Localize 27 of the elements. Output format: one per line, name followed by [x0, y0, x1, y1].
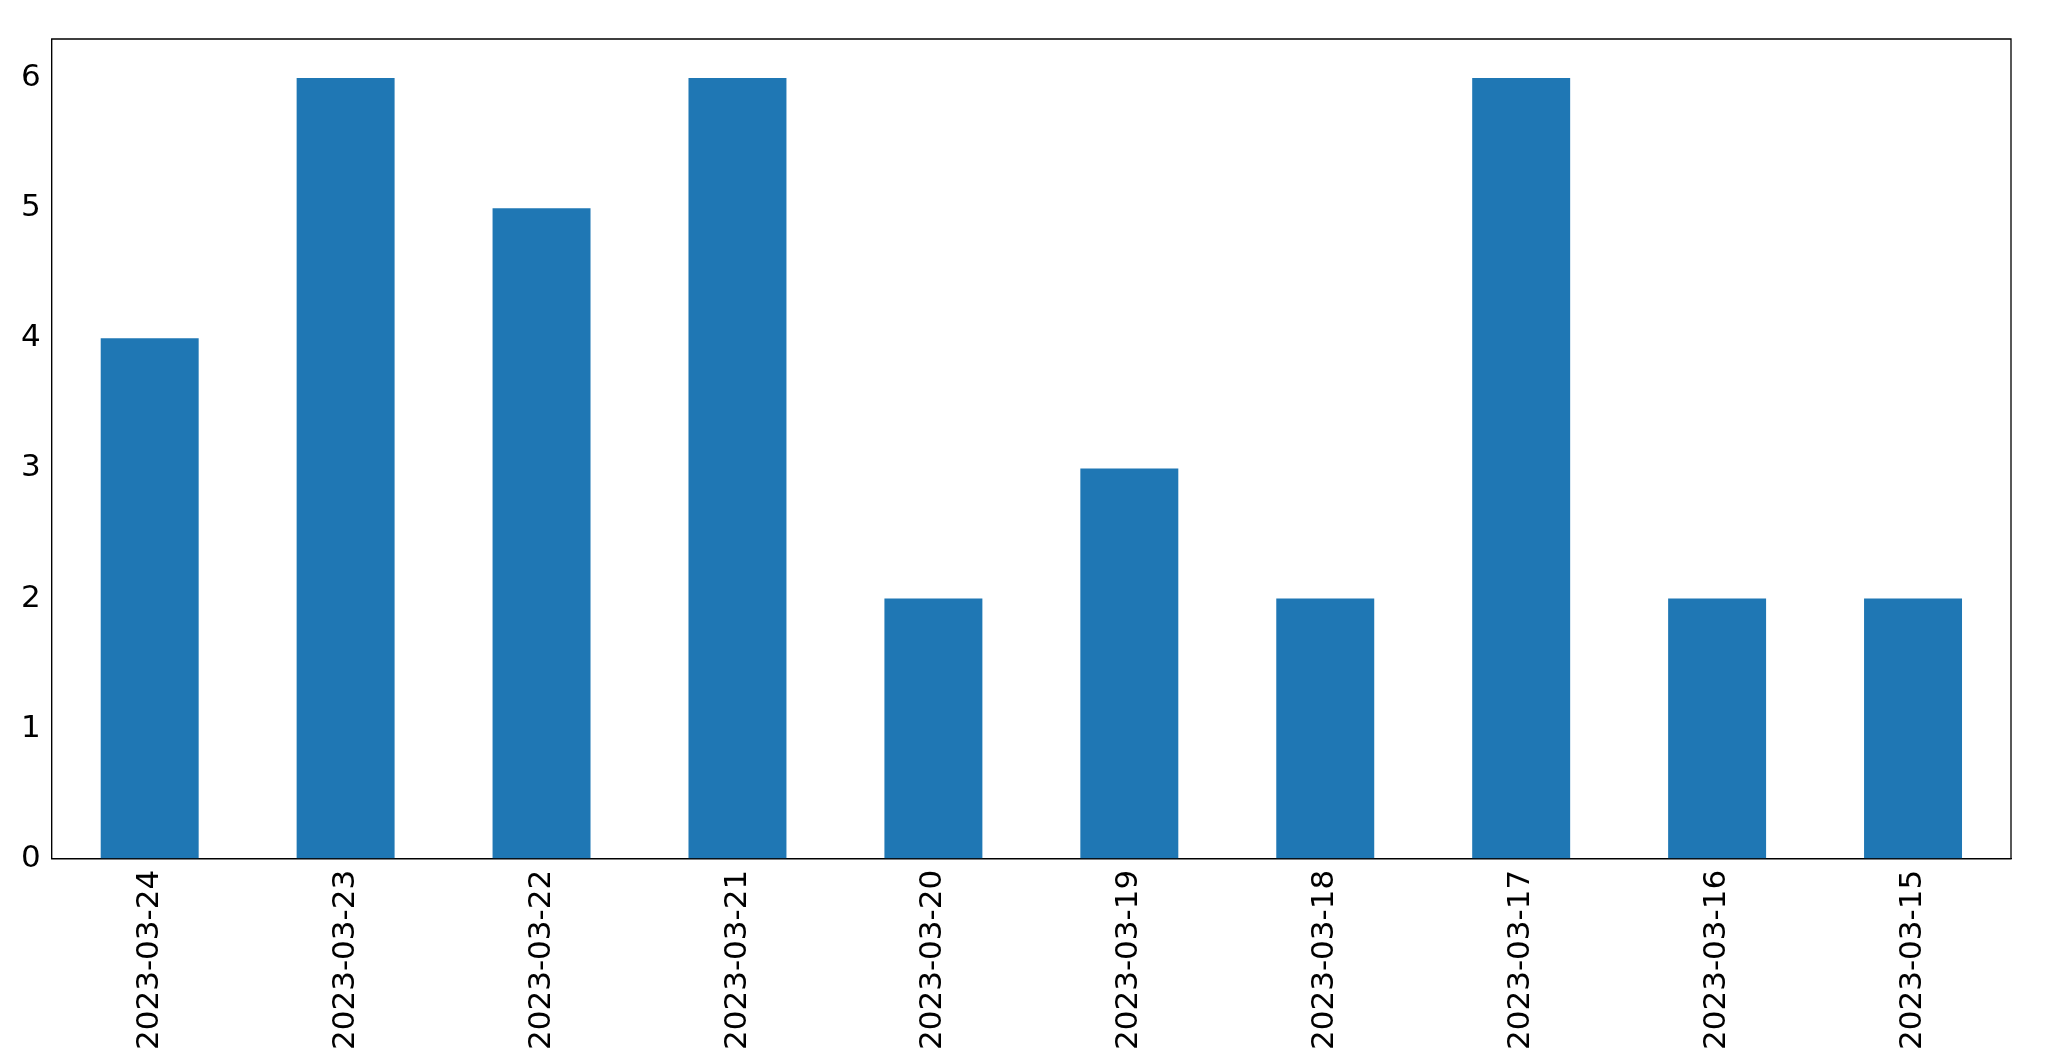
y-tick-label: 3: [20, 447, 41, 484]
bar: [1668, 598, 1767, 859]
bar: [1472, 78, 1571, 859]
y-tick-label: 1: [20, 707, 41, 744]
y-tick-label: 4: [20, 317, 41, 354]
x-tick-label: 2023-03-16: [1696, 869, 1733, 1051]
y-tick-label: 2: [20, 577, 41, 614]
x-tick-label: 2023-03-15: [1892, 869, 1929, 1051]
y-tick-label: 5: [20, 187, 41, 224]
x-tick-label: 2023-03-18: [1304, 869, 1341, 1051]
bar: [492, 208, 591, 859]
x-tick-label: 2023-03-21: [716, 869, 753, 1051]
x-tick-label: 2023-03-20: [912, 869, 949, 1051]
bar: [1276, 598, 1375, 859]
x-tick-label: 2023-03-22: [520, 869, 557, 1051]
bar: [296, 78, 395, 859]
bar: [884, 598, 983, 859]
x-tick-label: 2023-03-24: [128, 869, 165, 1051]
x-tick-label: 2023-03-23: [324, 869, 361, 1051]
y-tick-label: 6: [20, 57, 41, 94]
bar: [100, 338, 199, 859]
bar: [1864, 598, 1963, 859]
x-tick-label: 2023-03-19: [1108, 869, 1145, 1051]
y-tick-label: 0: [20, 837, 41, 874]
x-tick-label: 2023-03-17: [1500, 869, 1537, 1051]
bar: [1080, 468, 1179, 859]
bar: [688, 78, 787, 859]
